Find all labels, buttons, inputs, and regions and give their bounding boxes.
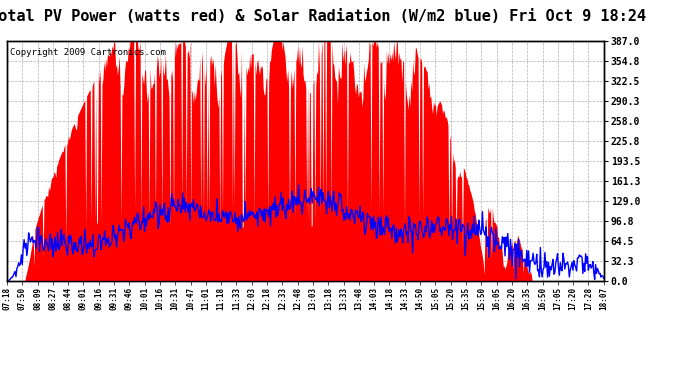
Text: Total PV Power (watts red) & Solar Radiation (W/m2 blue) Fri Oct 9 18:24: Total PV Power (watts red) & Solar Radia… [0,9,646,24]
Text: Copyright 2009 Cartronics.com: Copyright 2009 Cartronics.com [10,48,166,57]
